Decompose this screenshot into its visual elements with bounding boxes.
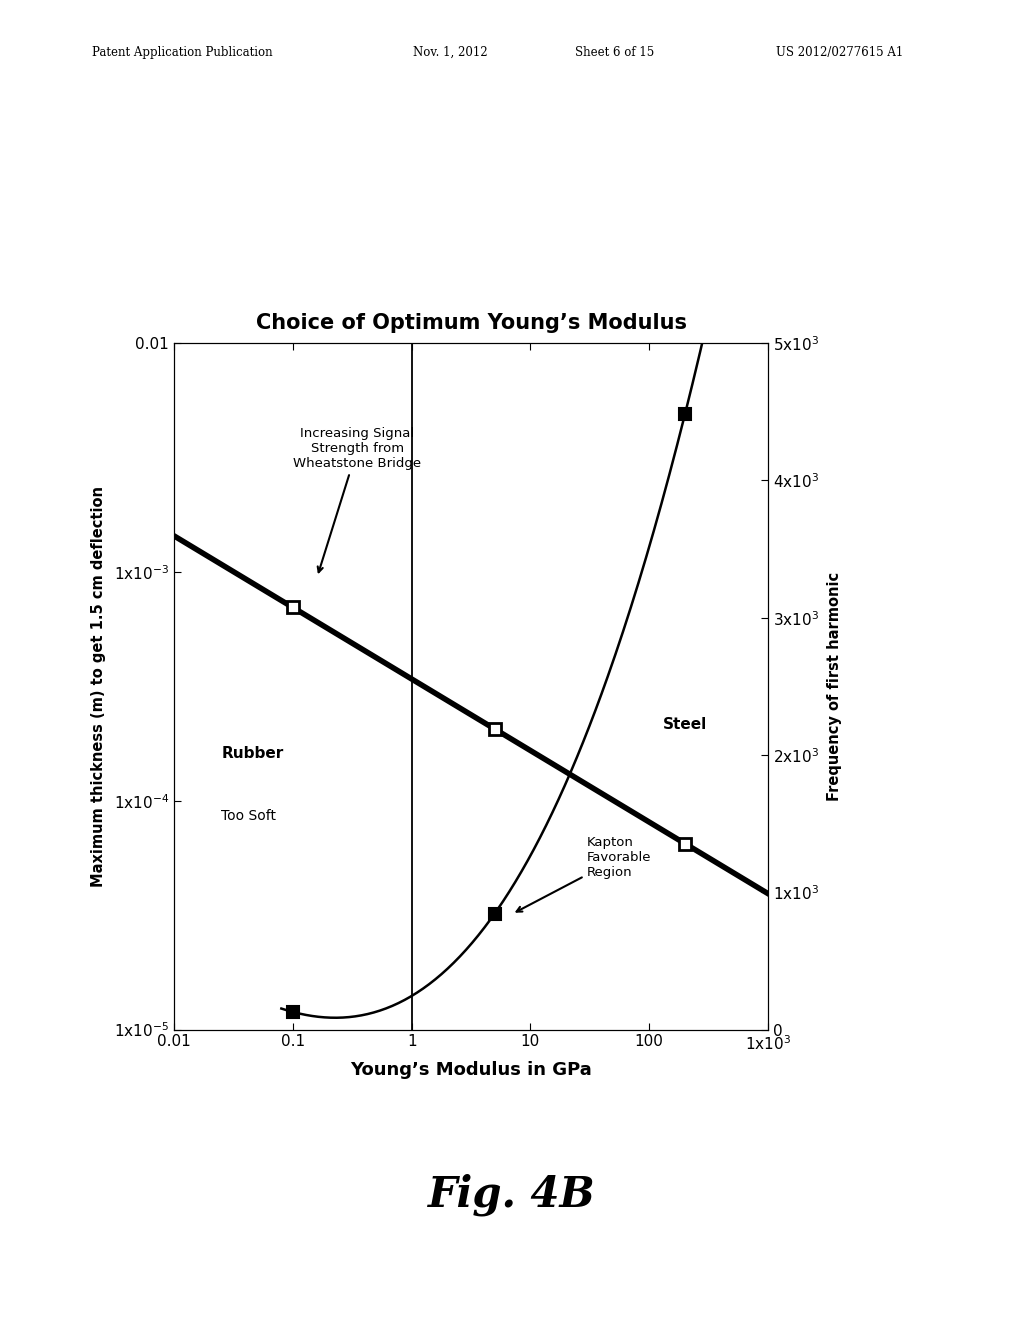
Text: Too Soft: Too Soft bbox=[221, 809, 276, 822]
Text: Kapton
Favorable
Region: Kapton Favorable Region bbox=[516, 837, 651, 912]
Text: Steel: Steel bbox=[663, 717, 707, 731]
Text: Nov. 1, 2012: Nov. 1, 2012 bbox=[414, 46, 487, 59]
Text: US 2012/0277615 A1: US 2012/0277615 A1 bbox=[776, 46, 903, 59]
Text: Fig. 4B: Fig. 4B bbox=[428, 1173, 596, 1216]
Text: Sheet 6 of 15: Sheet 6 of 15 bbox=[574, 46, 654, 59]
Title: Choice of Optimum Young’s Modulus: Choice of Optimum Young’s Modulus bbox=[256, 313, 686, 334]
Text: Increasing Signal
Strength from
Wheatstone Bridge: Increasing Signal Strength from Wheatsto… bbox=[294, 426, 422, 573]
Text: Patent Application Publication: Patent Application Publication bbox=[92, 46, 272, 59]
Y-axis label: Maximum thickness (m) to get 1.5 cm deflection: Maximum thickness (m) to get 1.5 cm defl… bbox=[90, 486, 105, 887]
Y-axis label: Frequency of first harmonic: Frequency of first harmonic bbox=[827, 572, 843, 801]
Text: Rubber: Rubber bbox=[221, 746, 284, 760]
X-axis label: Young’s Modulus in GPa: Young’s Modulus in GPa bbox=[350, 1061, 592, 1080]
